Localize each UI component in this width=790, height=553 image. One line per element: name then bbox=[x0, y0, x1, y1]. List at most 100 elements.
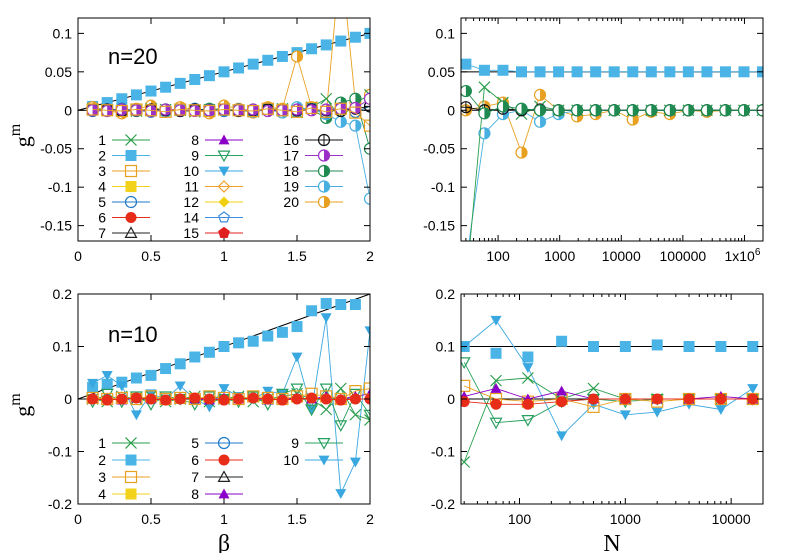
xtick-label: 1000 bbox=[610, 511, 641, 527]
xtick-label: 1 bbox=[220, 511, 228, 527]
point-s6 bbox=[262, 393, 274, 405]
point-s2 bbox=[247, 335, 259, 347]
point-s2 bbox=[218, 341, 230, 352]
point-s1 bbox=[349, 408, 362, 421]
point-s1 bbox=[460, 282, 471, 293]
x-axis-label: β bbox=[218, 531, 230, 553]
point-s18-half bbox=[521, 103, 528, 115]
legend-marker-half bbox=[324, 181, 330, 192]
series-group bbox=[461, 315, 760, 468]
legend-marker bbox=[218, 454, 230, 466]
point-s10 bbox=[715, 405, 727, 415]
point-s6 bbox=[522, 398, 534, 410]
legend-label: 9 bbox=[191, 148, 199, 164]
xtick-label: 10000 bbox=[712, 511, 751, 527]
point-s2 bbox=[203, 346, 215, 358]
point-s3 bbox=[320, 105, 333, 118]
legend-marker bbox=[317, 438, 331, 450]
point-s1 bbox=[587, 382, 600, 395]
legend-label: 10 bbox=[283, 452, 299, 468]
xtick-label: 1 bbox=[220, 248, 228, 264]
ytick-label: -0.05 bbox=[40, 141, 72, 157]
ytick-label: 0 bbox=[64, 391, 72, 407]
point-s10 bbox=[87, 378, 99, 389]
point-s2 bbox=[490, 347, 502, 359]
point-s10 bbox=[130, 410, 142, 421]
point-s2 bbox=[101, 97, 113, 109]
legend-label: 15 bbox=[183, 225, 199, 241]
point-s6 bbox=[490, 398, 502, 410]
point-s2 bbox=[306, 305, 318, 317]
point-s2 bbox=[335, 35, 347, 47]
point-s2 bbox=[335, 299, 347, 310]
legend-label: 1 bbox=[98, 132, 106, 148]
legend-label: 3 bbox=[98, 163, 106, 179]
point-s2 bbox=[478, 64, 490, 76]
point-s18-half bbox=[688, 104, 694, 116]
point-s6 bbox=[291, 393, 303, 405]
point-s2 bbox=[619, 341, 631, 352]
legend-marker-half bbox=[324, 165, 330, 177]
series-line-1 bbox=[463, 377, 753, 463]
point-s6 bbox=[218, 394, 230, 406]
point-s2 bbox=[590, 66, 602, 78]
point-s10 bbox=[522, 363, 534, 373]
point-s6 bbox=[203, 393, 215, 405]
point-s2 bbox=[262, 330, 274, 342]
point-s2 bbox=[608, 66, 620, 78]
point-s20-half bbox=[370, 89, 376, 100]
point-s6 bbox=[556, 396, 568, 408]
panel-tr: 0.1 0.05 0 -0.05 -0.1 -0.15 100 1000 10000 100000… bbox=[423, 17, 764, 293]
legend-marker-half bbox=[324, 196, 330, 208]
x-axis-label: N bbox=[603, 531, 620, 553]
point-s17-half bbox=[370, 93, 376, 104]
legend-label: 2 bbox=[98, 452, 106, 468]
point-s18-half bbox=[614, 104, 620, 116]
point-s10 bbox=[218, 384, 230, 394]
point-s2 bbox=[738, 66, 750, 78]
point-s9 bbox=[363, 409, 370, 422]
legend-marker bbox=[218, 226, 230, 238]
legend-marker bbox=[125, 454, 137, 466]
point-s6 bbox=[587, 393, 599, 405]
point-s3 bbox=[461, 379, 471, 392]
point-s2 bbox=[651, 339, 663, 351]
point-s6 bbox=[306, 392, 318, 404]
point-s3 bbox=[86, 103, 99, 116]
point-s2 bbox=[276, 326, 288, 338]
point-s3 bbox=[174, 103, 187, 116]
legend-label: 2 bbox=[98, 148, 106, 164]
point-s2 bbox=[174, 77, 186, 89]
point-s17-half bbox=[194, 105, 201, 117]
point-s1 bbox=[334, 382, 347, 395]
series-line-20 bbox=[465, 94, 763, 154]
point-s17-half bbox=[340, 103, 347, 115]
point-s2 bbox=[497, 64, 509, 76]
point-s6 bbox=[335, 394, 347, 406]
point-s10 bbox=[335, 489, 347, 499]
point-s19-half bbox=[355, 120, 361, 132]
xtick-label: 100 bbox=[486, 248, 510, 264]
point-s18-half bbox=[540, 104, 546, 116]
point-s8 bbox=[490, 383, 502, 393]
point-s2 bbox=[218, 66, 230, 78]
point-s10 bbox=[174, 381, 186, 392]
point-s18-half bbox=[595, 104, 602, 116]
point-s2 bbox=[747, 341, 759, 352]
series-group bbox=[460, 58, 763, 293]
point-s2 bbox=[645, 66, 657, 78]
point-s18-half bbox=[558, 104, 565, 116]
point-s2 bbox=[682, 66, 694, 78]
point-s10 bbox=[320, 313, 332, 324]
point-s20-half bbox=[632, 114, 639, 126]
point-s3 bbox=[247, 104, 260, 118]
point-s6 bbox=[174, 393, 186, 405]
legend-marker bbox=[218, 134, 230, 145]
legend-label: 11 bbox=[184, 179, 199, 195]
legend-marker bbox=[125, 150, 137, 161]
point-s18-half bbox=[744, 104, 750, 116]
point-s2 bbox=[627, 66, 639, 78]
point-s2 bbox=[145, 369, 157, 381]
point-s3 bbox=[349, 106, 362, 119]
